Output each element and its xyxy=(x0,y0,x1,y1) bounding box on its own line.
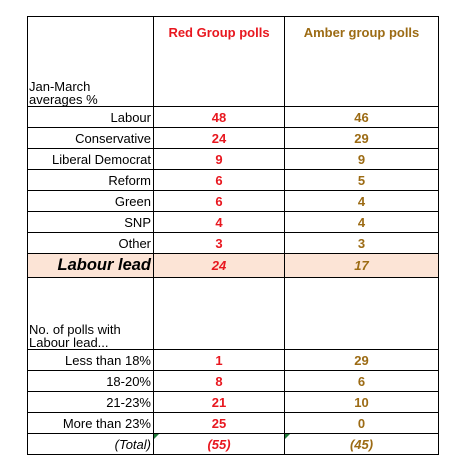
amber-value: 10 xyxy=(284,391,439,413)
header-row: Jan-March averages % Red Group polls Amb… xyxy=(27,16,439,107)
amber-value: 4 xyxy=(284,211,439,233)
red-value: 1 xyxy=(153,349,285,371)
corner-cell: Jan-March averages % xyxy=(27,16,154,107)
empty-cell xyxy=(153,277,285,350)
poll-comparison-table: Jan-March averages % Red Group polls Amb… xyxy=(27,16,439,455)
row-label: SNP xyxy=(27,211,154,233)
red-value: 24 xyxy=(153,127,285,149)
row-label: Reform xyxy=(27,169,154,191)
amber-value: 3 xyxy=(284,232,439,254)
table-row: Liberal Democrat 9 9 xyxy=(27,148,439,170)
row-label: Other xyxy=(27,232,154,254)
table-row: Labour 48 46 xyxy=(27,106,439,128)
table-row: Conservative 24 29 xyxy=(27,127,439,149)
section2-label-line1: No. of polls with xyxy=(29,322,121,337)
table-row: Green 6 4 xyxy=(27,190,439,212)
amber-value: 29 xyxy=(284,127,439,149)
total-row: (Total) (55) (45) xyxy=(27,433,439,455)
red-value: 25 xyxy=(153,412,285,434)
row-label: More than 23% xyxy=(27,412,154,434)
labour-lead-row: Labour lead 24 17 xyxy=(27,253,439,278)
amber-total-value: (45) xyxy=(284,433,439,455)
amber-lead-value: 17 xyxy=(284,253,439,278)
amber-value: 9 xyxy=(284,148,439,170)
amber-value: 5 xyxy=(284,169,439,191)
section2-header-row: No. of polls with Labour lead... xyxy=(27,277,439,350)
table-row: Less than 18% 1 29 xyxy=(27,349,439,371)
table-row: More than 23% 25 0 xyxy=(27,412,439,434)
section1-label-line1: Jan-March xyxy=(29,79,91,94)
red-lead-value: 24 xyxy=(153,253,285,278)
amber-group-header: Amber group polls xyxy=(284,16,439,107)
table-row: Other 3 3 xyxy=(27,232,439,254)
red-value: 6 xyxy=(153,169,285,191)
row-label: Less than 18% xyxy=(27,349,154,371)
section2-label-line2: Labour lead... xyxy=(29,335,109,350)
table-row: SNP 4 4 xyxy=(27,211,439,233)
table-row: 21-23% 21 10 xyxy=(27,391,439,413)
labour-lead-label: Labour lead xyxy=(27,253,154,278)
amber-value: 0 xyxy=(284,412,439,434)
amber-value: 29 xyxy=(284,349,439,371)
section2-label-cell: No. of polls with Labour lead... xyxy=(27,277,154,350)
row-label: Conservative xyxy=(27,127,154,149)
row-label: 18-20% xyxy=(27,370,154,392)
row-label: Liberal Democrat xyxy=(27,148,154,170)
empty-cell xyxy=(284,277,439,350)
red-value: 9 xyxy=(153,148,285,170)
section1-label-line2: averages % xyxy=(29,92,98,107)
amber-value: 6 xyxy=(284,370,439,392)
table-row: Reform 6 5 xyxy=(27,169,439,191)
red-value: 48 xyxy=(153,106,285,128)
row-label: 21-23% xyxy=(27,391,154,413)
red-value: 4 xyxy=(153,211,285,233)
amber-value: 4 xyxy=(284,190,439,212)
table-row: 18-20% 8 6 xyxy=(27,370,439,392)
red-total-value: (55) xyxy=(153,433,285,455)
red-value: 8 xyxy=(153,370,285,392)
red-group-header: Red Group polls xyxy=(153,16,285,107)
row-label: Labour xyxy=(27,106,154,128)
total-label: (Total) xyxy=(27,433,154,455)
amber-value: 46 xyxy=(284,106,439,128)
row-label: Green xyxy=(27,190,154,212)
red-value: 6 xyxy=(153,190,285,212)
red-value: 3 xyxy=(153,232,285,254)
red-value: 21 xyxy=(153,391,285,413)
